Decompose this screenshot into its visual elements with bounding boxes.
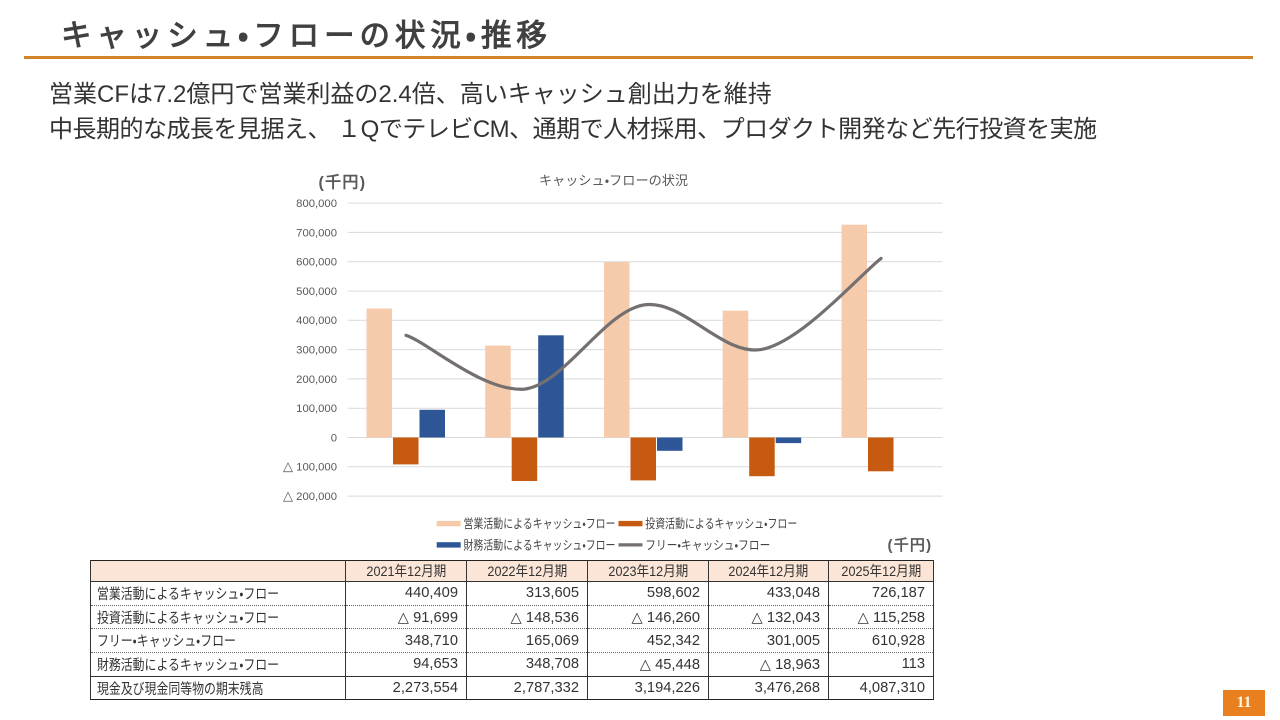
- svg-text:400,000: 400,000: [296, 315, 337, 327]
- svg-text:200,000: 200,000: [296, 491, 337, 503]
- svg-text:500,000: 500,000: [296, 286, 337, 298]
- svg-text:(千円): (千円): [888, 537, 933, 554]
- svg-text:100,000: 100,000: [296, 462, 337, 474]
- svg-text:財務活動によるキャッシュ・フロー: 財務活動によるキャッシュ・フロー: [464, 537, 616, 552]
- svg-text:営業活動によるキャッシュ・フロー: 営業活動によるキャッシュ・フロー: [464, 516, 616, 531]
- svg-text:700,000: 700,000: [296, 227, 337, 239]
- svg-text:キャッシュ・フローの状況: キャッシュ・フローの状況: [539, 173, 688, 188]
- svg-text:△: △: [283, 488, 293, 503]
- svg-text:投資活動によるキャッシュ・フロー: 投資活動によるキャッシュ・フロー: [645, 516, 797, 531]
- svg-text:(千円): (千円): [319, 174, 367, 192]
- svg-text:300,000: 300,000: [296, 345, 337, 357]
- svg-text:600,000: 600,000: [296, 257, 337, 269]
- svg-text:800,000: 800,000: [296, 198, 337, 210]
- svg-text:200,000: 200,000: [296, 374, 337, 386]
- svg-text:0: 0: [331, 432, 337, 444]
- svg-text:100,000: 100,000: [296, 403, 337, 415]
- svg-text:△: △: [283, 459, 293, 474]
- svg-text:フリー・キャッシュ・フロー: フリー・キャッシュ・フロー: [645, 538, 770, 552]
